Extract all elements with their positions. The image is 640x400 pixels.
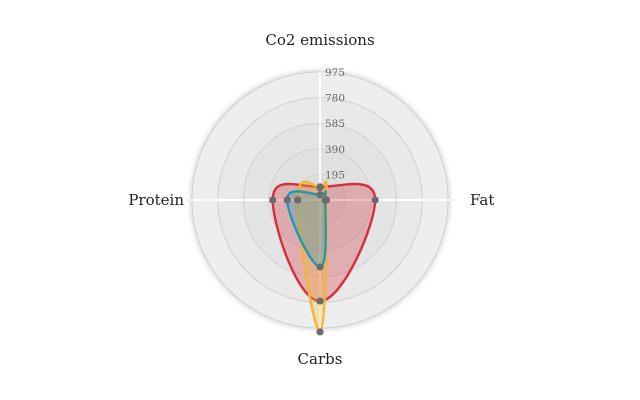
markers-layer [269, 183, 379, 336]
axis-label-co2-emissions: Co2 emissions [265, 31, 374, 49]
data-point-s2-1 [321, 196, 329, 204]
radial-tick-label: 390 [325, 144, 345, 156]
axis-label-fat: Fat [470, 191, 494, 209]
axis-label-carbs: Carbs [298, 350, 343, 368]
data-point-s0-1 [371, 196, 379, 204]
data-point-s2-2 [316, 263, 324, 271]
data-point-s1-2 [316, 328, 324, 336]
radial-tick-label: 195 [325, 169, 345, 181]
data-point-s1-0 [316, 183, 324, 192]
data-point-s2-0 [316, 191, 324, 199]
data-point-s1-3 [294, 196, 302, 204]
radial-tick-labels: 195 390 585 780 975 [325, 67, 345, 181]
radial-tick-label: 585 [325, 118, 345, 130]
radial-tick-label: 975 [325, 67, 345, 79]
radial-tick-label: 780 [325, 93, 345, 105]
axis-label-protein: Protein [128, 191, 184, 209]
data-point-s2-3 [283, 196, 291, 204]
data-point-s0-3 [269, 196, 277, 204]
data-point-s0-2 [316, 297, 324, 305]
